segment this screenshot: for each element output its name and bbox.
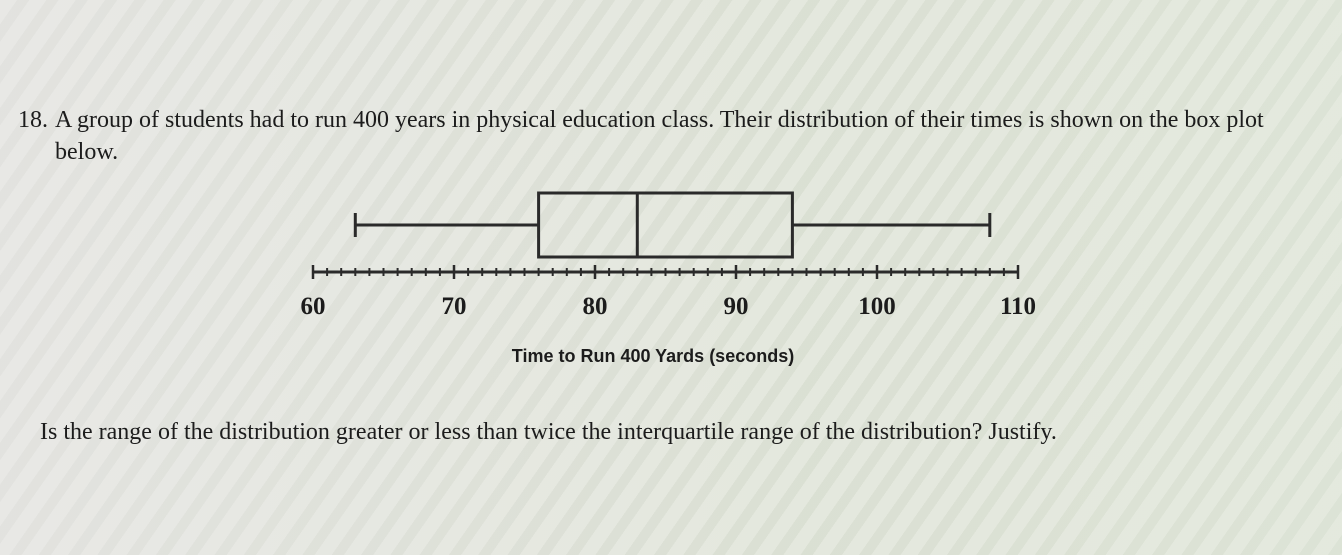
tick-label: 110 [1000, 293, 1036, 320]
question-number: 18. [18, 107, 48, 133]
tick-label: 60 [301, 293, 326, 320]
tick-label: 80 [583, 293, 608, 320]
interquartile-box [537, 191, 794, 259]
x-axis-title: Time to Run 400 Yards (seconds) [512, 346, 794, 366]
follow-up-question: Is the range of the distribution greater… [40, 419, 1057, 445]
number-line-axis: 60 70 80 90 100 110 [301, 265, 1036, 320]
box-plot-marks [353, 191, 992, 259]
question-text: A group of students had to run 400 years… [55, 107, 1264, 165]
box-plot: 60 70 80 90 100 110 Time to Run 400 Yards (se… [301, 191, 1036, 366]
tick-label: 100 [858, 293, 896, 320]
tick-label: 90 [724, 293, 749, 320]
tick-label: 70 [442, 293, 467, 320]
